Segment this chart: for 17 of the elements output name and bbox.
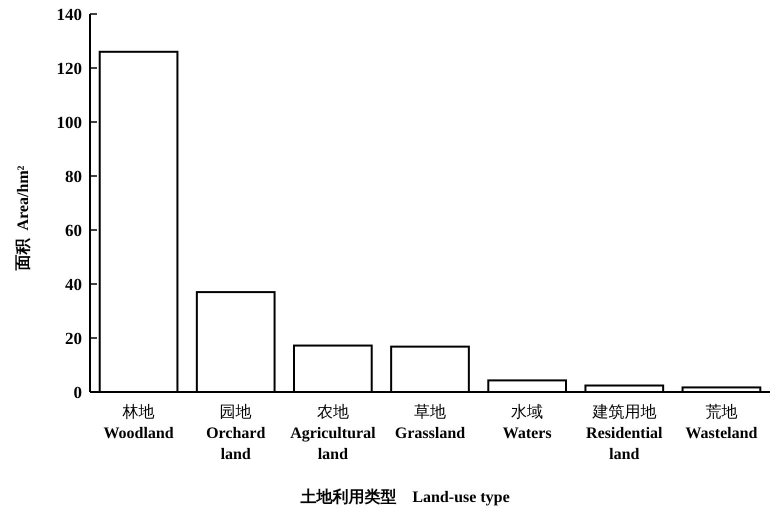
y-tick-label: 80 [65, 167, 82, 186]
x-tick-label: 草地 Grassland [394, 403, 466, 442]
y-tick-label: 40 [65, 275, 82, 294]
y-tick-label: 100 [56, 113, 82, 132]
x-tick-label: 建筑用地 Residential land [586, 403, 664, 463]
x-tick-label: 荒地 Wasteland [685, 403, 758, 442]
y-axis-title: 面积 Area/hm² [15, 165, 32, 272]
y-tick-label: 20 [65, 329, 82, 348]
y-tick-label: 140 [56, 5, 82, 24]
y-tick-label: 60 [65, 221, 82, 240]
x-tick-label: 园地 Orchard land [206, 403, 266, 463]
y-tick-label: 0 [74, 383, 82, 402]
x-tick-label: 林地 Woodland [103, 403, 174, 442]
y-tick-label: 120 [56, 59, 82, 78]
x-tick-label: 水域 Waters [502, 403, 552, 442]
x-tick-label: 农地 Agricultural land [290, 403, 376, 463]
x-axis-title: 土地利用类型 Land-use type [299, 488, 510, 506]
